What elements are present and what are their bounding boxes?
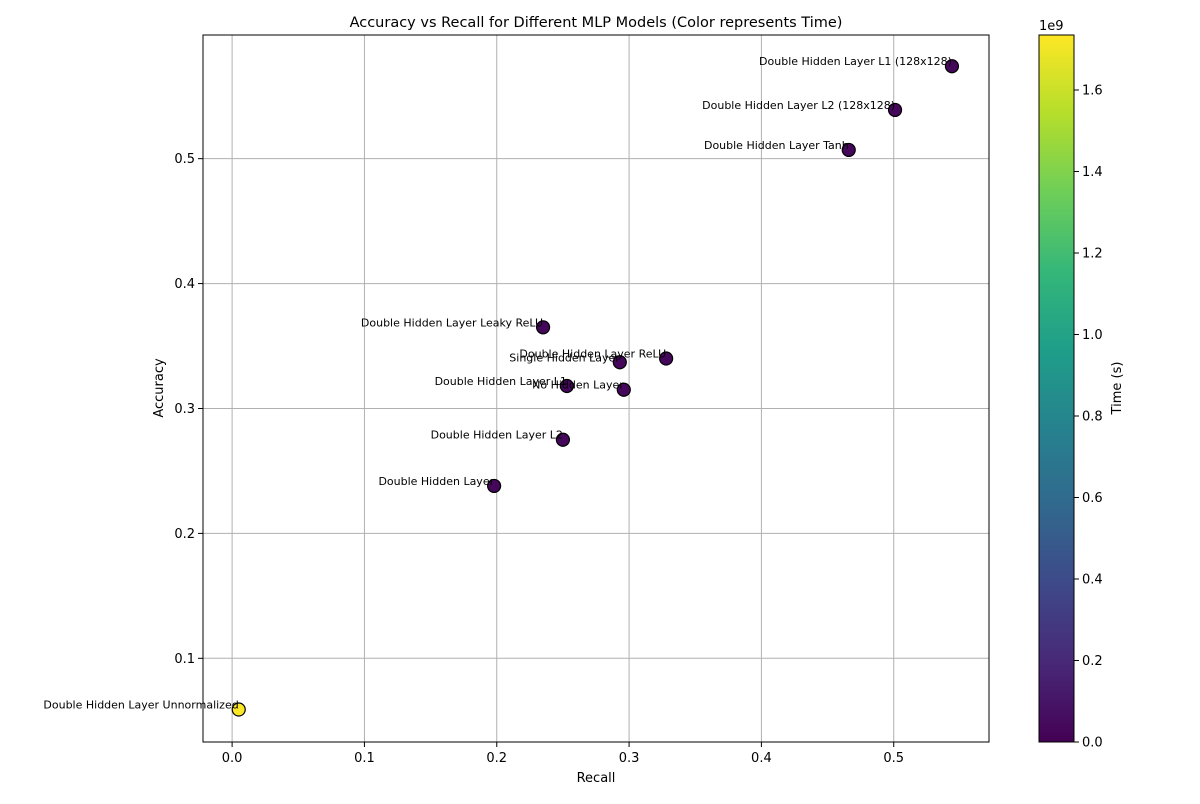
y-tick-label: 0.1: [174, 652, 195, 667]
point-label: Double Hidden Layer Unnormalized: [43, 699, 238, 712]
x-tick-label: 0.5: [883, 751, 904, 766]
scatter-point: [559, 378, 574, 394]
point-label: Double Hidden Layer Tanh: [704, 139, 849, 152]
colorbar-tick-label: 1.2: [1082, 247, 1103, 262]
points-layer: [231, 59, 960, 717]
plot-frame: [202, 34, 990, 743]
y-tick-label: 0.5: [174, 152, 195, 167]
y-tick-label: 0.2: [174, 527, 195, 542]
colorbar: 0.0 0.2 0.4 0.6 0.8 1.0 1.2 1.4 1.6: [1038, 34, 1103, 751]
point-label: Double Hidden Layer L2: [431, 429, 563, 442]
scatter-point: [231, 702, 246, 717]
colorbar-offset-label: 1e9: [1039, 19, 1064, 34]
scatter-point: [659, 351, 674, 366]
scatter-point: [887, 102, 903, 118]
point-label: Double Hidden Layer ReLU: [519, 348, 666, 361]
colorbar-tick-label: 1.6: [1082, 84, 1103, 99]
scatter-point: [616, 382, 631, 397]
x-tick-label: 0.2: [486, 751, 507, 766]
point-label: Double Hidden Layer L2 (128x128): [702, 99, 895, 112]
y-axis-label: Accuracy: [152, 358, 167, 418]
scatter-point: [487, 478, 502, 494]
chart-title: Accuracy vs Recall for Different MLP Mod…: [350, 15, 843, 31]
colorbar-tick-label: 1.0: [1082, 328, 1103, 343]
point-label: Double Hidden Layer L1: [435, 375, 567, 388]
x-axis: 0.0 0.1 0.2 0.3 0.4 0.5: [222, 742, 904, 766]
y-axis: 0.1 0.2 0.3 0.4 0.5: [174, 152, 203, 667]
colorbar-tick-label: 1.4: [1082, 165, 1103, 180]
colorbar-tick-label: 0.6: [1082, 491, 1103, 506]
x-axis-label: Recall: [577, 771, 616, 786]
colorbar-tick-label: 0.0: [1082, 736, 1103, 751]
point-label: Double Hidden Layer Leaky ReLU: [361, 316, 543, 329]
scatter-point: [555, 432, 571, 447]
colorbar-tick-label: 0.4: [1082, 573, 1103, 588]
point-label: No Hidden Layer: [532, 379, 624, 392]
x-tick-label: 0.4: [751, 751, 772, 766]
scatter-point: [535, 320, 551, 335]
colorbar-gradient: [1038, 34, 1075, 743]
grid-layer: [203, 35, 989, 742]
x-tick-label: 0.1: [354, 751, 375, 766]
scatter-point: [612, 355, 627, 370]
colorbar-tick-label: 0.8: [1082, 410, 1103, 425]
point-label: Single Hidden Layer: [509, 351, 620, 364]
colorbar-label: Time (s): [1110, 362, 1125, 416]
x-tick-label: 0.0: [222, 751, 243, 766]
y-tick-label: 0.3: [174, 402, 195, 417]
scatter-point: [944, 59, 960, 74]
point-label: Double Hidden Layer: [378, 475, 494, 488]
x-tick-label: 0.3: [619, 751, 640, 766]
colorbar-tick-label: 0.2: [1082, 654, 1103, 669]
y-tick-label: 0.4: [174, 277, 195, 292]
point-label: Double Hidden Layer L1 (128x128): [759, 55, 952, 68]
point-labels-layer: Double Hidden Layer L1 (128x128) Double H…: [43, 55, 952, 711]
scatter-point: [841, 142, 856, 158]
